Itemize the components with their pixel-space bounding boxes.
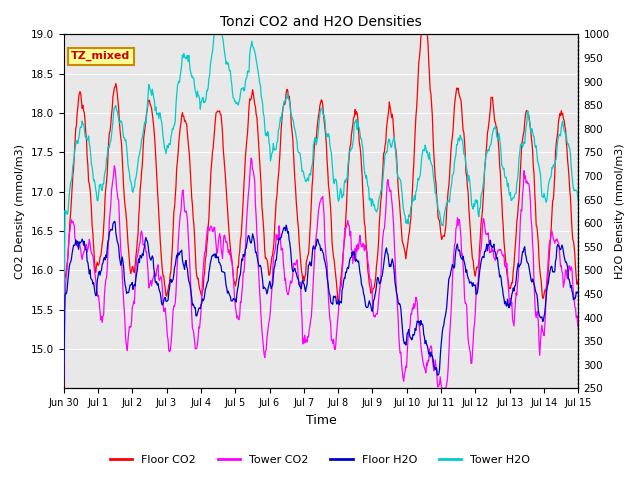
Y-axis label: CO2 Density (mmol/m3): CO2 Density (mmol/m3) [15, 144, 25, 279]
Text: TZ_mixed: TZ_mixed [71, 51, 131, 61]
Legend: Floor CO2, Tower CO2, Floor H2O, Tower H2O: Floor CO2, Tower CO2, Floor H2O, Tower H… [105, 451, 535, 469]
Title: Tonzi CO2 and H2O Densities: Tonzi CO2 and H2O Densities [220, 15, 422, 29]
X-axis label: Time: Time [306, 414, 337, 427]
Y-axis label: H2O Density (mmol/m3): H2O Density (mmol/m3) [615, 144, 625, 279]
